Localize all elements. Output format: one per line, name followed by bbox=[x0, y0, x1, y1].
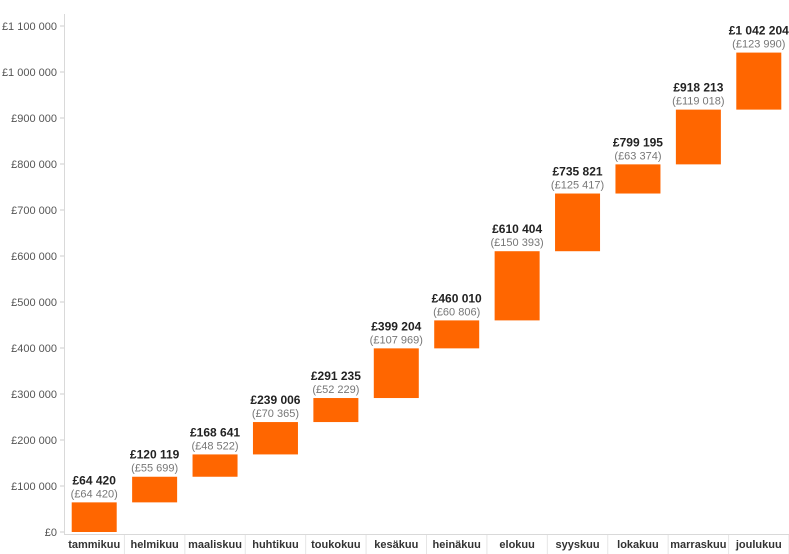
y-tick-label: £400 000 bbox=[11, 343, 57, 355]
cumulative-total-label: £1 042 204 bbox=[729, 24, 789, 38]
y-tick-label: £200 000 bbox=[11, 435, 57, 447]
delta-value-label: (£119 018) bbox=[672, 96, 724, 108]
bar bbox=[373, 348, 419, 399]
bar bbox=[132, 476, 178, 503]
x-category-label: elokuu bbox=[499, 539, 534, 551]
delta-value-label: (£123 990) bbox=[732, 39, 785, 51]
cumulative-total-label: £399 204 bbox=[371, 319, 421, 333]
x-category-label: kesäkuu bbox=[374, 539, 418, 551]
cumulative-total-label: £168 641 bbox=[190, 425, 240, 439]
y-tick-label: £0 bbox=[45, 527, 57, 539]
x-axis: tammikuu helmikuu maaliskuu huhtikuu toukoku… bbox=[64, 534, 789, 554]
x-category-label: syyskuu bbox=[556, 539, 600, 551]
delta-value-label: (£125 417) bbox=[551, 180, 604, 192]
cumulative-total-label: £918 213 bbox=[673, 81, 723, 95]
bar bbox=[192, 454, 238, 477]
y-tick-label: £300 000 bbox=[11, 389, 57, 401]
bar bbox=[736, 52, 782, 110]
bar bbox=[675, 109, 721, 165]
bar bbox=[494, 251, 540, 321]
x-category-label: maaliskuu bbox=[188, 539, 242, 551]
cumulative-total-label: £291 235 bbox=[311, 369, 361, 383]
cumulative-total-label: £239 006 bbox=[250, 393, 300, 407]
bar bbox=[71, 502, 117, 532]
delta-value-label: (£150 393) bbox=[491, 237, 544, 249]
delta-value-label: (£55 699) bbox=[131, 463, 178, 475]
x-category-label: lokakuu bbox=[617, 539, 659, 551]
bar bbox=[252, 422, 298, 455]
x-category-label: heinäkuu bbox=[433, 539, 481, 551]
delta-value-label: (£48 522) bbox=[191, 440, 238, 452]
x-category-label: toukokuu bbox=[311, 539, 361, 551]
delta-value-label: (£107 969) bbox=[370, 334, 423, 346]
bar bbox=[555, 193, 601, 252]
cumulative-total-label: £64 420 bbox=[73, 473, 117, 487]
cumulative-total-label: £735 821 bbox=[553, 165, 603, 179]
delta-value-label: (£64 420) bbox=[71, 488, 118, 500]
cumulative-total-label: £460 010 bbox=[432, 291, 482, 305]
bar bbox=[615, 164, 661, 194]
x-category-label: marraskuu bbox=[670, 539, 726, 551]
y-tick-label: £800 000 bbox=[11, 159, 57, 171]
y-axis: £0 £100 000 £200 000 £300 000 £400 000 £500 0… bbox=[2, 14, 65, 539]
delta-value-label: (£63 374) bbox=[614, 150, 661, 162]
cumulative-total-label: £120 119 bbox=[130, 448, 180, 462]
y-tick-label: £100 000 bbox=[11, 481, 57, 493]
y-tick-label: £1 100 000 bbox=[2, 21, 57, 33]
y-tick-label: £600 000 bbox=[11, 251, 57, 263]
y-tick-label: £1 000 000 bbox=[2, 67, 57, 79]
y-tick-label: £500 000 bbox=[11, 297, 57, 309]
y-tick-label: £900 000 bbox=[11, 113, 57, 125]
bar bbox=[434, 320, 480, 349]
x-category-label: helmikuu bbox=[130, 539, 178, 551]
x-category-label: huhtikuu bbox=[252, 539, 298, 551]
x-category-label: joulukuu bbox=[735, 539, 782, 551]
delta-value-label: (£52 229) bbox=[312, 384, 359, 396]
y-tick-label: £700 000 bbox=[11, 205, 57, 217]
x-category-label: tammikuu bbox=[68, 539, 120, 551]
cumulative-total-label: £799 195 bbox=[613, 135, 663, 149]
bar bbox=[313, 398, 359, 423]
delta-value-label: (£60 806) bbox=[433, 306, 480, 318]
bars: £64 420(£64 420) £120 119(£55 699) £168 64… bbox=[71, 24, 789, 532]
cumulative-total-label: £610 404 bbox=[492, 222, 542, 236]
delta-value-label: (£70 365) bbox=[252, 408, 299, 420]
